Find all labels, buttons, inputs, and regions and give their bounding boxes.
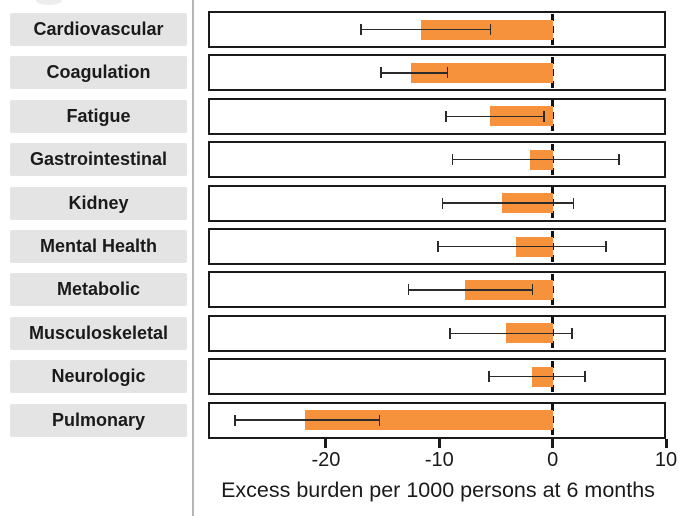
zero-reference-line [550,273,555,306]
x-tick-label: 0 [547,449,559,471]
error-bar-line [380,72,449,74]
row-box [208,184,666,222]
error-bar-cap-left [449,327,452,339]
error-bar-cap-left [407,284,410,296]
category-label: Coagulation [10,56,187,90]
row-box [208,97,666,135]
error-bar-cap-right [446,67,449,79]
error-bar-cap-left [444,110,447,122]
error-bar-cap-right [605,241,608,252]
error-bar-cap-right [531,284,534,296]
error-bar-cap-left [488,371,490,383]
cropped-artifact [36,0,62,5]
category-label: Pulmonary [10,403,187,437]
category-label: Fatigue [10,99,187,133]
error-bar-cap-left [441,197,444,209]
error-bar-line [441,202,575,204]
row-box [208,358,666,396]
error-bar-cap-right [378,414,381,426]
error-bar-cap-right [583,371,586,383]
error-bar-cap-right [617,154,620,166]
category-label: Cardiovascular [10,13,187,46]
error-bar-line [407,289,534,291]
error-bar-line [234,419,381,421]
zero-reference-line [550,56,555,89]
error-bar-line [437,245,608,248]
x-tick [324,439,328,448]
category-label: Kidney [10,186,187,220]
bar [410,62,553,83]
error-bar-line [451,158,620,161]
row-box [208,314,666,352]
x-tick-label: -10 [424,449,454,471]
zero-reference-line [550,404,555,437]
category-label: Neurologic [10,360,187,394]
error-bar-line [444,115,545,118]
error-bar-line [488,375,586,378]
error-bar-cap-right [571,327,574,339]
zero-reference-line [550,13,555,46]
category-label: Musculoskeletal [10,316,187,350]
error-bar-cap-left [437,241,439,252]
category-label: Mental Health [10,230,187,263]
error-bar-cap-left [234,414,236,426]
error-bar-cap-left [359,24,362,35]
category-label: Gastrointestinal [10,143,187,177]
x-tick-label: -20 [311,449,341,471]
x-tick [437,439,441,448]
error-bar-line [449,332,574,335]
zero-reference-line [550,100,555,133]
error-bar-cap-right [543,110,545,122]
error-bar-cap-right [489,24,492,35]
x-tick-label: 10 [654,449,678,471]
x-tick [551,439,555,448]
divider-line [192,0,194,516]
x-axis-title: Excess burden per 1000 persons at 6 mont… [221,478,655,502]
x-tick [664,439,668,448]
category-label: Metabolic [10,273,187,307]
error-bar-cap-left [380,67,382,79]
error-bar-cap-left [451,154,454,166]
error-bar-line [359,28,492,31]
error-bar-cap-right [572,197,575,209]
bar [305,410,553,431]
